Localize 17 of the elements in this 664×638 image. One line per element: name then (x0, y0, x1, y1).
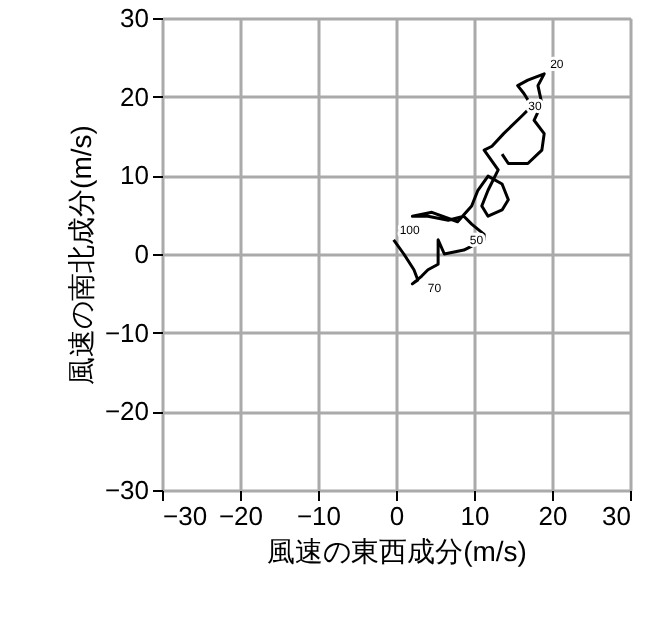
x-tick-label: −10 (296, 501, 342, 531)
x-tick-label: 0 (389, 501, 405, 531)
y-tick-label: −20 (104, 396, 149, 427)
y-tick-label: 0 (134, 239, 149, 269)
x-tick-label: 30 (602, 501, 631, 531)
x-tick-label: 10 (460, 501, 490, 531)
y-tick-label: 20 (120, 81, 149, 112)
y-tick-label: −10 (104, 317, 149, 348)
x-tick-label: −30 (163, 501, 208, 531)
y-tick-label: 30 (120, 3, 149, 33)
y-tick-label: 10 (120, 160, 149, 191)
line-series (392, 72, 546, 286)
x-tick-label: 20 (538, 501, 568, 531)
y-axis-title: 風速の南北成分(m/s) (64, 125, 97, 385)
x-tick-label: −20 (218, 501, 264, 531)
x-axis-title: 風速の東西成分(m/s) (267, 535, 527, 567)
y-tick-label: −30 (104, 475, 149, 505)
